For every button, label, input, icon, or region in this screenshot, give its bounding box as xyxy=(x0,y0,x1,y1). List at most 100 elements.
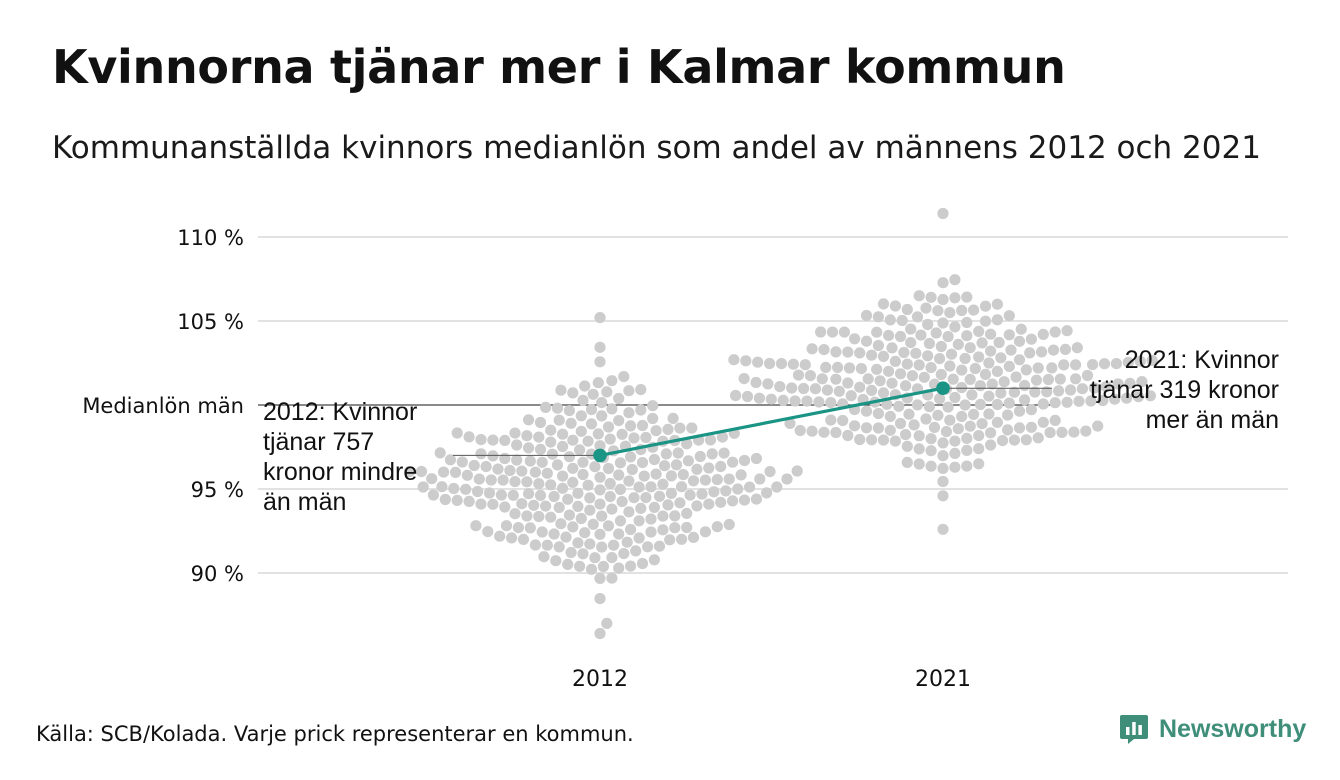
municipality-dot xyxy=(669,522,681,534)
municipality-dot xyxy=(577,394,589,406)
municipality-dot xyxy=(472,485,484,498)
municipality-dot xyxy=(567,476,579,488)
municipality-dot xyxy=(947,373,959,385)
municipality-dot xyxy=(1049,397,1061,409)
municipality-dot xyxy=(511,439,523,451)
municipality-dot xyxy=(949,447,961,459)
municipality-dot xyxy=(871,326,883,338)
municipality-dot xyxy=(451,427,463,439)
municipality-dot xyxy=(1061,325,1073,337)
municipality-dot xyxy=(973,430,985,442)
municipality-dot xyxy=(893,400,905,412)
municipality-dot xyxy=(964,420,976,432)
municipality-dot xyxy=(623,475,635,487)
municipality-dot xyxy=(1036,346,1048,358)
municipality-dot xyxy=(434,447,446,459)
municipality-dot xyxy=(645,526,657,538)
municipality-dot xyxy=(555,384,567,396)
municipality-dot xyxy=(944,414,956,426)
municipality-dot xyxy=(884,410,896,422)
municipality-dot xyxy=(650,468,662,480)
municipality-dot xyxy=(551,402,564,414)
municipality-dot xyxy=(633,532,645,544)
municipality-dot xyxy=(640,431,652,444)
municipality-dot xyxy=(475,448,487,460)
municipality-dot xyxy=(594,498,606,510)
municipality-dot xyxy=(572,537,584,549)
municipality-dot xyxy=(696,488,708,500)
municipality-dot xyxy=(985,439,997,451)
chart-subtitle: Kommunanställda kvinnors medianlön som a… xyxy=(52,130,1261,166)
municipality-dot xyxy=(935,340,947,353)
municipality-dot xyxy=(711,474,723,486)
municipality-dot xyxy=(1019,379,1031,392)
municipality-dot xyxy=(976,418,988,430)
municipality-dot xyxy=(657,478,669,490)
municipality-dot xyxy=(753,392,766,404)
municipality-dot xyxy=(509,476,521,488)
municipality-dot xyxy=(602,421,615,433)
municipality-dot xyxy=(956,410,968,423)
municipality-dot xyxy=(837,414,849,427)
municipality-dot xyxy=(956,364,968,376)
chart-title: Kvinnorna tjänar mer i Kalmar kommun xyxy=(52,40,1066,94)
municipality-dot xyxy=(614,515,627,527)
municipality-dot xyxy=(922,350,934,362)
municipality-dot xyxy=(762,378,774,390)
municipality-dot xyxy=(487,434,499,446)
municipality-dot xyxy=(1064,384,1077,396)
municipality-dot xyxy=(635,502,647,514)
municipality-dot xyxy=(565,546,577,559)
municipality-dot xyxy=(575,512,587,525)
municipality-dot xyxy=(584,538,596,550)
municipality-dot xyxy=(983,357,995,369)
municipality-dot xyxy=(806,343,818,355)
municipality-dot xyxy=(606,375,618,387)
municipality-dot xyxy=(534,489,547,501)
municipality-dot xyxy=(789,395,801,407)
municipality-dot xyxy=(794,424,806,437)
municipality-dot xyxy=(1003,360,1015,372)
municipality-dot xyxy=(877,298,890,310)
municipality-dot xyxy=(825,397,837,409)
municipality-dot xyxy=(546,448,559,460)
municipality-dot xyxy=(1032,432,1044,444)
municipality-dot xyxy=(1020,364,1032,376)
municipality-dot xyxy=(533,510,545,523)
municipality-dot xyxy=(1019,394,1031,406)
municipality-dot xyxy=(636,457,649,469)
municipality-dot xyxy=(625,451,637,463)
municipality-dot xyxy=(973,458,985,470)
municipality-dot xyxy=(728,354,740,366)
municipality-dot xyxy=(670,459,683,471)
municipality-dot xyxy=(602,520,615,532)
municipality-dot xyxy=(979,368,992,380)
municipality-dot xyxy=(1071,342,1083,354)
municipality-dot xyxy=(706,448,718,460)
municipality-dot xyxy=(854,433,866,446)
municipality-dot xyxy=(470,520,482,532)
annotation-2021-line: tjänar 319 kronor xyxy=(1090,376,1279,404)
municipality-dot xyxy=(903,408,915,420)
municipality-dot xyxy=(792,369,805,381)
municipality-dot xyxy=(750,493,763,505)
municipality-dot xyxy=(516,498,528,510)
municipality-dot xyxy=(613,528,625,540)
municipality-dot xyxy=(1146,354,1158,366)
brand-logo[interactable]: Newsworthy xyxy=(1118,713,1306,745)
municipality-dot xyxy=(777,394,789,406)
municipality-dot xyxy=(986,378,998,390)
municipality-dot xyxy=(966,389,978,401)
municipality-dot xyxy=(623,385,635,397)
municipality-dot xyxy=(645,481,657,493)
municipality-dot xyxy=(660,448,672,460)
municipality-dot xyxy=(567,434,579,446)
municipality-dot xyxy=(1097,394,1109,407)
municipality-dot xyxy=(691,500,703,512)
municipality-dot xyxy=(809,383,822,395)
municipality-dot xyxy=(1073,395,1085,407)
municipality-dot xyxy=(991,314,1004,326)
municipality-dot xyxy=(662,499,674,511)
municipality-dot xyxy=(545,424,557,436)
municipality-dot xyxy=(801,395,813,407)
